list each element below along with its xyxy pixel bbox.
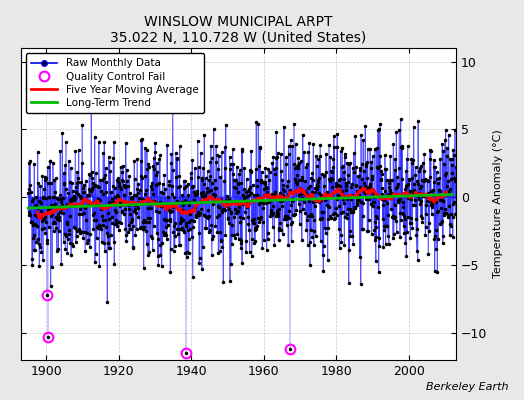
Y-axis label: Temperature Anomaly (°C): Temperature Anomaly (°C) bbox=[493, 130, 503, 278]
Text: Berkeley Earth: Berkeley Earth bbox=[426, 382, 508, 392]
Legend: Raw Monthly Data, Quality Control Fail, Five Year Moving Average, Long-Term Tren: Raw Monthly Data, Quality Control Fail, … bbox=[26, 53, 204, 113]
Title: WINSLOW MUNICIPAL ARPT
35.022 N, 110.728 W (United States): WINSLOW MUNICIPAL ARPT 35.022 N, 110.728… bbox=[110, 15, 367, 46]
